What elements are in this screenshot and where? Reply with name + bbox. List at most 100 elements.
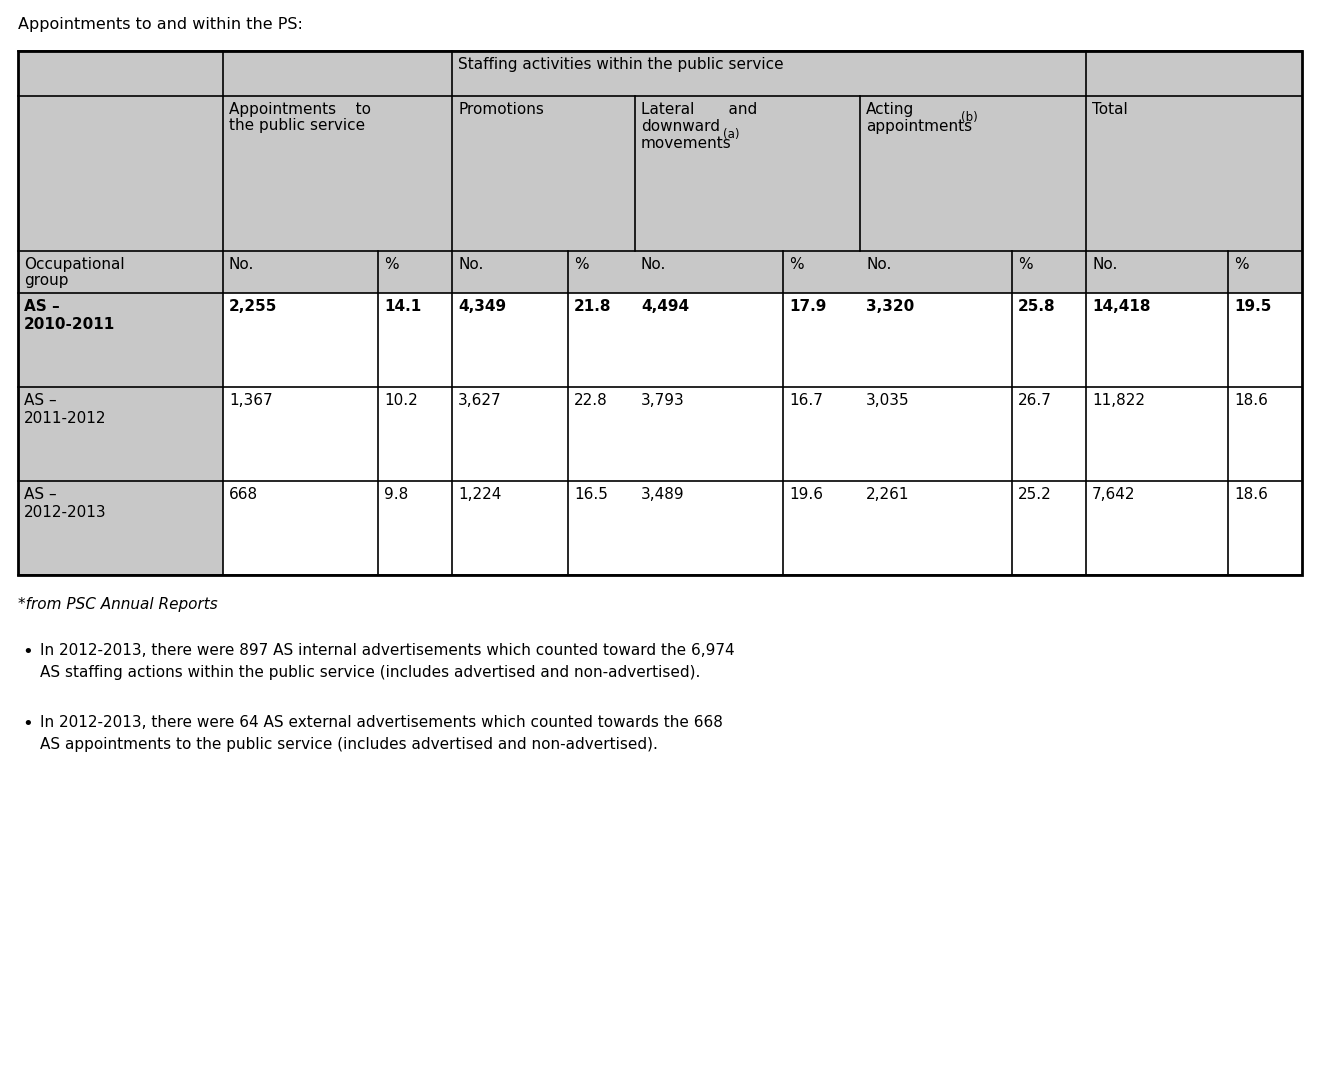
Text: 9.8: 9.8 bbox=[384, 487, 409, 502]
Text: 16.7: 16.7 bbox=[789, 393, 823, 408]
Text: movements: movements bbox=[641, 136, 732, 151]
Text: No.: No. bbox=[641, 257, 666, 272]
Bar bbox=[223, 387, 379, 481]
Text: 14,418: 14,418 bbox=[1092, 299, 1150, 314]
Bar bbox=[452, 481, 568, 575]
Bar bbox=[379, 387, 452, 481]
Text: In 2012-2013, there were 64 AS external advertisements which counted towards the: In 2012-2013, there were 64 AS external … bbox=[40, 715, 723, 730]
Text: 3,489: 3,489 bbox=[641, 487, 685, 502]
Text: AS –: AS – bbox=[24, 393, 57, 408]
Text: 14.1: 14.1 bbox=[384, 299, 421, 314]
Text: 17.9: 17.9 bbox=[789, 299, 827, 314]
Text: AS –: AS – bbox=[24, 299, 59, 314]
Text: %: % bbox=[789, 257, 803, 272]
Text: Appointments    to: Appointments to bbox=[230, 102, 371, 117]
Bar bbox=[860, 481, 1012, 575]
Bar bbox=[452, 387, 568, 481]
Text: %: % bbox=[1018, 257, 1033, 272]
Bar bbox=[379, 293, 452, 387]
Bar bbox=[223, 293, 379, 387]
Text: No.: No. bbox=[1092, 257, 1117, 272]
Text: Occupational: Occupational bbox=[24, 257, 124, 272]
Bar bbox=[634, 387, 783, 481]
Bar bbox=[568, 293, 634, 387]
Text: Total: Total bbox=[1092, 102, 1128, 117]
Text: AS staffing actions within the public service (includes advertised and non-adver: AS staffing actions within the public se… bbox=[40, 665, 700, 679]
Text: •: • bbox=[22, 715, 33, 733]
Text: 18.6: 18.6 bbox=[1235, 393, 1268, 408]
Bar bbox=[18, 51, 1302, 575]
Bar bbox=[1086, 51, 1302, 251]
Bar bbox=[783, 481, 860, 575]
Text: Lateral       and: Lateral and bbox=[641, 102, 757, 117]
Bar bbox=[634, 251, 783, 293]
Text: Appointments to and within the PS:: Appointments to and within the PS: bbox=[18, 17, 303, 32]
Bar bbox=[452, 96, 634, 251]
Text: 2,261: 2,261 bbox=[867, 487, 910, 502]
Bar bbox=[1228, 251, 1302, 293]
Bar bbox=[18, 51, 223, 293]
Text: 19.6: 19.6 bbox=[789, 487, 823, 502]
Bar bbox=[568, 387, 634, 481]
Bar bbox=[379, 481, 452, 575]
Text: •: • bbox=[22, 643, 33, 661]
Bar bbox=[634, 96, 860, 251]
Text: 1,224: 1,224 bbox=[458, 487, 501, 502]
Bar bbox=[452, 251, 568, 293]
Text: 22.8: 22.8 bbox=[574, 393, 608, 408]
Bar bbox=[18, 481, 223, 575]
Text: 25.8: 25.8 bbox=[1018, 299, 1055, 314]
Text: 4,349: 4,349 bbox=[458, 299, 506, 314]
Text: AS –: AS – bbox=[24, 487, 57, 502]
Text: %: % bbox=[574, 257, 588, 272]
Text: 7,642: 7,642 bbox=[1092, 487, 1136, 502]
Text: (a): (a) bbox=[723, 128, 740, 141]
Text: Promotions: Promotions bbox=[458, 102, 543, 117]
Bar bbox=[223, 51, 452, 251]
Bar bbox=[783, 251, 860, 293]
Text: 3,035: 3,035 bbox=[867, 393, 910, 408]
Text: 26.7: 26.7 bbox=[1018, 393, 1051, 408]
Bar bbox=[1228, 293, 1302, 387]
Text: *from PSC Annual Reports: *from PSC Annual Reports bbox=[18, 597, 218, 612]
Bar bbox=[1012, 251, 1086, 293]
Bar bbox=[379, 251, 452, 293]
Text: downward: downward bbox=[641, 119, 720, 134]
Text: 3,627: 3,627 bbox=[458, 393, 501, 408]
Text: 16.5: 16.5 bbox=[574, 487, 608, 502]
Text: No.: No. bbox=[458, 257, 483, 272]
Text: 11,822: 11,822 bbox=[1092, 393, 1145, 408]
Text: 19.5: 19.5 bbox=[1235, 299, 1272, 314]
Text: %: % bbox=[384, 257, 398, 272]
Text: Acting: Acting bbox=[867, 102, 914, 117]
Bar bbox=[860, 293, 1012, 387]
Text: group: group bbox=[24, 273, 69, 288]
Bar bbox=[568, 481, 634, 575]
Bar bbox=[1228, 481, 1302, 575]
Text: Staffing activities within the public service: Staffing activities within the public se… bbox=[458, 58, 783, 72]
Text: 2012-2013: 2012-2013 bbox=[24, 505, 107, 520]
Text: 1,367: 1,367 bbox=[230, 393, 273, 408]
Text: AS appointments to the public service (includes advertised and non-advertised).: AS appointments to the public service (i… bbox=[40, 737, 658, 752]
Text: %: % bbox=[1235, 257, 1249, 272]
Text: 2011-2012: 2011-2012 bbox=[24, 411, 107, 426]
Text: appointments: appointments bbox=[867, 119, 972, 134]
Text: 3,793: 3,793 bbox=[641, 393, 685, 408]
Text: 25.2: 25.2 bbox=[1018, 487, 1051, 502]
Bar bbox=[1086, 251, 1228, 293]
Bar bbox=[223, 251, 379, 293]
Bar bbox=[18, 293, 223, 387]
Text: 21.8: 21.8 bbox=[574, 299, 612, 314]
Bar bbox=[1012, 481, 1086, 575]
Bar bbox=[223, 481, 379, 575]
Text: In 2012-2013, there were 897 AS internal advertisements which counted toward the: In 2012-2013, there were 897 AS internal… bbox=[40, 643, 735, 658]
Text: No.: No. bbox=[230, 257, 255, 272]
Text: 4,494: 4,494 bbox=[641, 299, 689, 314]
Bar bbox=[860, 251, 1012, 293]
Bar bbox=[1228, 387, 1302, 481]
Bar bbox=[1012, 387, 1086, 481]
Text: 10.2: 10.2 bbox=[384, 393, 418, 408]
Bar bbox=[18, 51, 1302, 575]
Text: 3,320: 3,320 bbox=[867, 299, 914, 314]
Text: 18.6: 18.6 bbox=[1235, 487, 1268, 502]
